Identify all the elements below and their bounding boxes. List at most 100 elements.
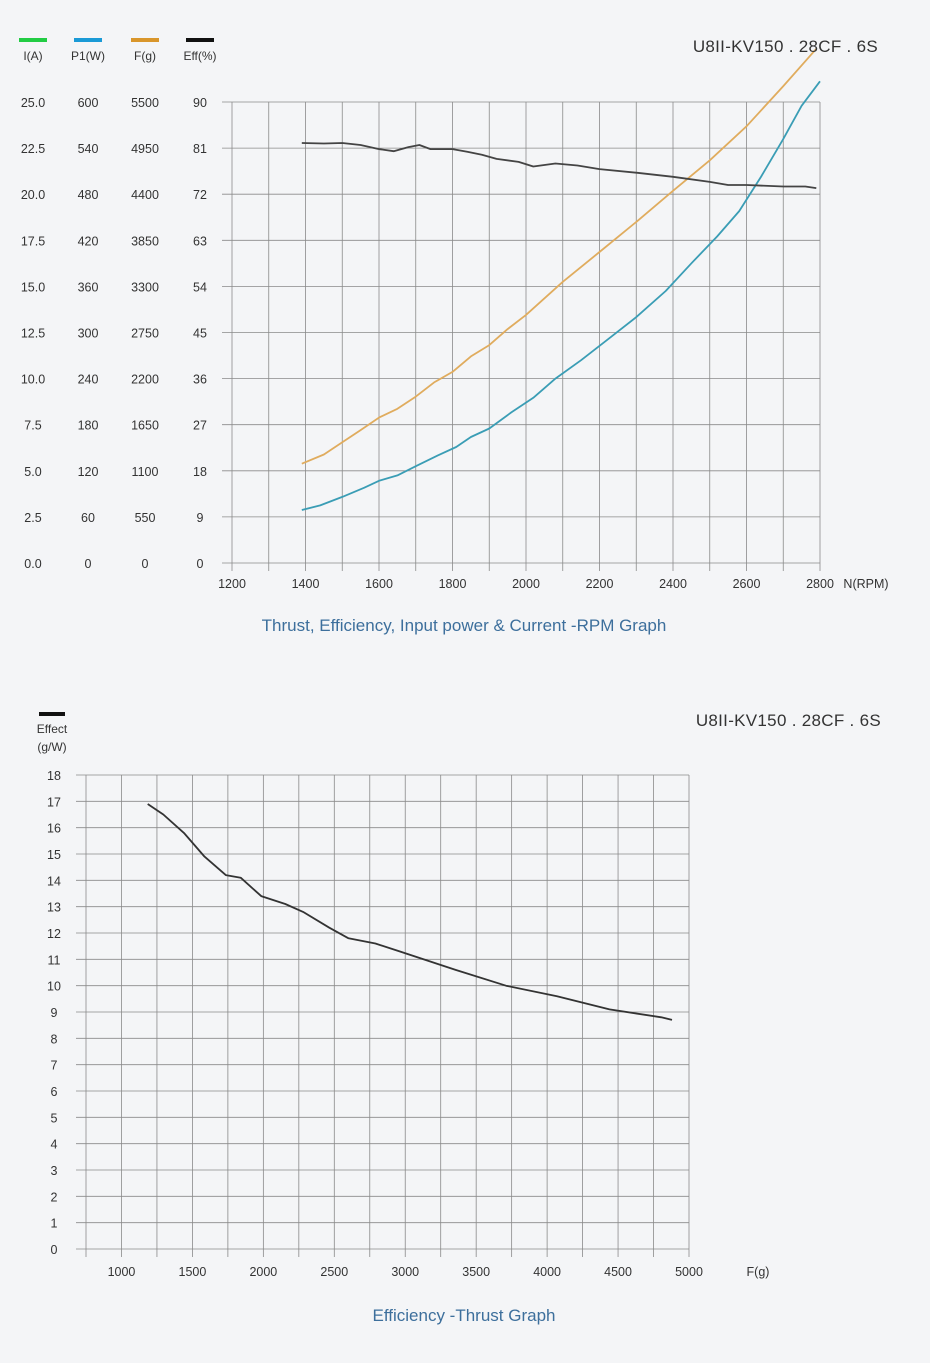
y-tick-label: 10.0 xyxy=(21,373,45,387)
series-line-fg xyxy=(301,48,817,465)
y-tick-label: 15.0 xyxy=(21,280,45,294)
y-tick-label: 4 xyxy=(51,1138,58,1152)
efficiency-chart-caption: Efficiency -Thrust Graph xyxy=(373,1306,556,1325)
y-tick-label: 0 xyxy=(142,557,149,571)
x-tick-label: 3000 xyxy=(391,1265,419,1279)
legend-label: F(g) xyxy=(134,49,156,63)
x-tick-label: 2500 xyxy=(320,1265,348,1279)
y-tick-label: 2200 xyxy=(131,373,159,387)
rpm-chart-x-tick-labels: 1200 1400 1600 1800 2000 2200 2400 2600 2800 xyxy=(218,577,834,591)
y-tick-label: 120 xyxy=(78,465,99,479)
x-tick-label: 1800 xyxy=(439,577,467,591)
x-tick-label: 1500 xyxy=(179,1265,207,1279)
y-tick-label: 540 xyxy=(78,142,99,156)
efficiency-chart-series xyxy=(147,803,673,1021)
x-tick-label: 5000 xyxy=(675,1265,703,1279)
rpm-chart-x-axis-label: N(RPM) xyxy=(843,577,888,591)
series-line-effect xyxy=(147,803,673,1021)
y-tick-label: 20.0 xyxy=(21,188,45,202)
rpm-chart-model-label: U8II-KV150 . 28CF . 6S xyxy=(693,37,878,56)
y-tick-label: 3850 xyxy=(131,234,159,248)
efficiency-chart-x-tick-labels: 1000 1500 2000 2500 3000 3500 4000 4500 5000 xyxy=(108,1265,703,1279)
x-tick-label: 2200 xyxy=(586,577,614,591)
efficiency-chart-model-label: U8II-KV150 . 28CF . 6S xyxy=(696,711,881,730)
efficiency-legend-label: Effect xyxy=(37,722,68,736)
y-tick-label: 81 xyxy=(193,142,207,156)
efficiency-chart-x-axis-label: F(g) xyxy=(747,1265,770,1279)
y-tick-label: 36 xyxy=(193,373,207,387)
x-tick-label: 1000 xyxy=(108,1265,136,1279)
y-tick-label: 16 xyxy=(47,822,61,836)
y-tick-label: 180 xyxy=(78,419,99,433)
efficiency-legend-swatch xyxy=(39,712,65,716)
y-tick-label: 300 xyxy=(78,327,99,341)
legend-label: P1(W) xyxy=(71,49,105,63)
rpm-chart-y-tick-labels: 0.0 2.5 5.0 7.5 10.0 12.5 15.0 17.5 20.0 22.5 25.0… xyxy=(21,96,207,571)
legend-swatch xyxy=(186,38,214,42)
efficiency-chart-grid xyxy=(76,774,690,1257)
y-tick-label: 0 xyxy=(85,557,92,571)
x-tick-label: 3500 xyxy=(462,1265,490,1279)
legend-label: Eff(%) xyxy=(183,49,216,63)
y-tick-label: 240 xyxy=(78,373,99,387)
x-tick-label: 2800 xyxy=(806,577,834,591)
y-tick-label: 1650 xyxy=(131,419,159,433)
y-tick-label: 22.5 xyxy=(21,142,45,156)
y-tick-label: 1100 xyxy=(132,465,159,479)
y-tick-label: 2750 xyxy=(131,327,159,341)
y-tick-label: 25.0 xyxy=(21,96,45,110)
y-tick-label: 4950 xyxy=(131,142,159,156)
x-tick-label: 4000 xyxy=(533,1265,561,1279)
y-tick-label: 7.5 xyxy=(24,419,41,433)
y-tick-label: 9 xyxy=(51,1006,58,1020)
y-tick-label: 5.0 xyxy=(24,465,41,479)
y-tick-label: 90 xyxy=(193,96,207,110)
y-tick-label: 6 xyxy=(51,1085,58,1099)
y-tick-label: 60 xyxy=(81,511,95,525)
y-tick-label: 27 xyxy=(193,419,207,433)
y-tick-label: 3 xyxy=(51,1164,58,1178)
y-tick-label: 420 xyxy=(78,234,99,248)
legend-label: I(A) xyxy=(23,49,42,63)
series-line-p1w xyxy=(301,80,821,511)
y-tick-label: 17 xyxy=(47,795,61,809)
x-tick-label: 4500 xyxy=(604,1265,632,1279)
y-tick-label: 480 xyxy=(78,188,99,202)
y-tick-label: 7 xyxy=(51,1059,58,1073)
y-tick-label: 10 xyxy=(47,980,61,994)
y-tick-label: 14 xyxy=(47,874,61,888)
y-tick-label: 12.5 xyxy=(21,327,45,341)
y-tick-label: 5 xyxy=(51,1111,58,1125)
y-tick-label: 600 xyxy=(78,96,99,110)
rpm-chart: 0.0 2.5 5.0 7.5 10.0 12.5 15.0 17.5 20.0 22.5 25.0… xyxy=(19,37,889,635)
rpm-chart-series xyxy=(301,48,821,511)
y-tick-label: 550 xyxy=(135,511,156,525)
legend-swatch xyxy=(74,38,102,42)
y-tick-label: 12 xyxy=(47,927,61,941)
y-tick-label: 17.5 xyxy=(21,234,45,248)
y-tick-label: 13 xyxy=(47,901,61,915)
y-tick-label: 54 xyxy=(193,280,207,294)
y-tick-label: 3300 xyxy=(131,280,159,294)
y-tick-label: 0 xyxy=(197,557,204,571)
efficiency-y-axis-unit: (g/W) xyxy=(37,740,66,754)
x-tick-label: 1600 xyxy=(365,577,393,591)
y-tick-label: 18 xyxy=(47,769,61,783)
rpm-chart-grid xyxy=(222,101,821,571)
y-tick-label: 45 xyxy=(193,327,207,341)
rpm-chart-legend: I(A) P1(W) F(g) Eff(%) xyxy=(19,38,217,63)
x-tick-label: 2400 xyxy=(659,577,687,591)
x-tick-label: 1400 xyxy=(292,577,320,591)
y-tick-label: 2.5 xyxy=(24,511,41,525)
rpm-chart-caption: Thrust, Efficiency, Input power & Curren… xyxy=(262,616,667,635)
legend-swatch xyxy=(19,38,47,42)
y-tick-label: 360 xyxy=(78,280,99,294)
legend-swatch xyxy=(131,38,159,42)
x-tick-label: 2600 xyxy=(733,577,761,591)
y-tick-label: 0.0 xyxy=(24,557,41,571)
y-tick-label: 15 xyxy=(47,848,61,862)
y-tick-label: 5500 xyxy=(131,96,159,110)
y-tick-label: 11 xyxy=(48,953,61,967)
